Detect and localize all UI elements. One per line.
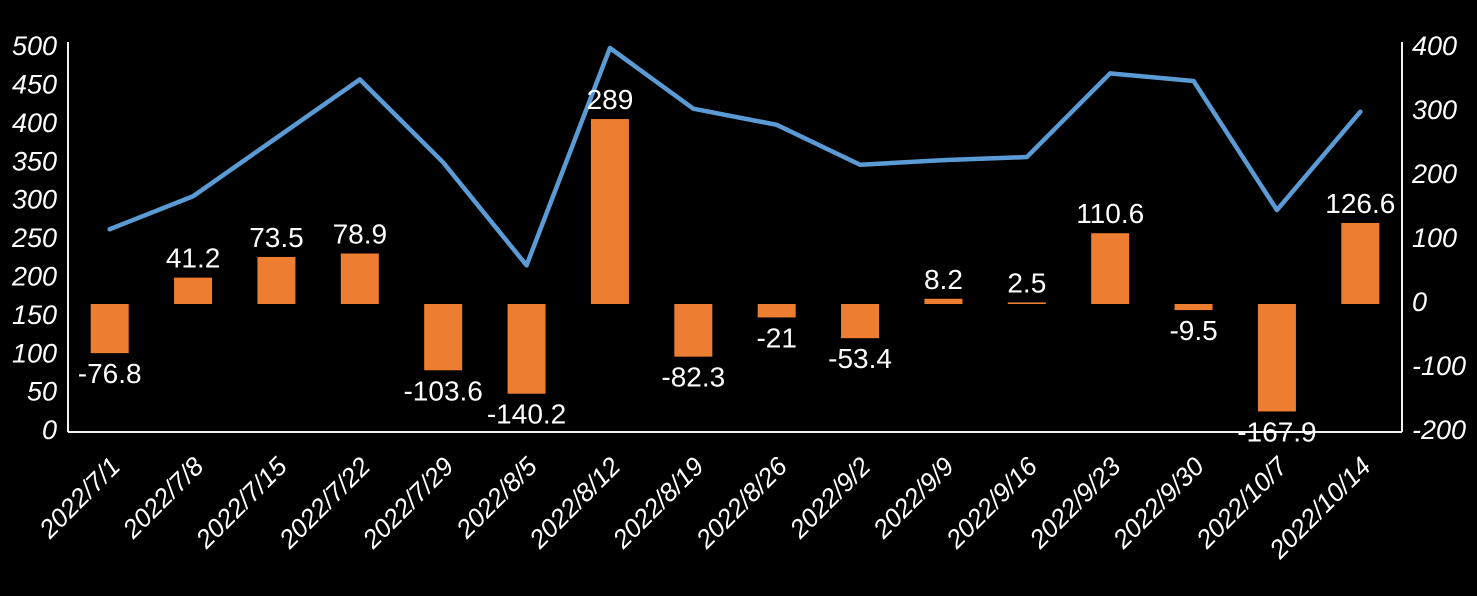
left-axis-tick-label: 100 [12,338,57,368]
line-series [107,45,1363,268]
right-axis-tick-label: 0 [1412,287,1427,317]
right-axis-tick-label: -100 [1412,351,1466,381]
right-axis-tick-label: 400 [1412,31,1457,61]
bar-value-label: -82.3 [661,362,725,393]
bar-value-label: -103.6 [403,375,482,406]
bar [1174,304,1213,311]
left-axis-tick-label: 0 [42,415,57,445]
left-axis-tick-label: 250 [11,223,57,253]
bar-value-label: 41.2 [166,243,221,274]
bar-value-label: 2.5 [1007,267,1046,298]
left-axis-tick-label: 450 [12,70,57,100]
bar-value-label: -76.8 [78,358,142,389]
bar-value-label: 73.5 [249,222,304,253]
bar [174,277,213,304]
bar-value-label: 110.6 [1076,198,1144,229]
left-axis-tick-label: 400 [12,108,57,138]
left-axis-tick-label: 500 [12,31,57,61]
bar [1091,233,1130,304]
left-axis-tick-label: 150 [12,300,57,330]
bar-value-label: 78.9 [333,219,388,250]
bar-value-label: -53.4 [828,343,892,374]
left-axis-tick-label: 50 [27,377,57,407]
left-axis-tick-label: 200 [11,262,57,292]
bar [424,304,463,371]
bar [90,304,129,354]
right-axis-tick-label: -200 [1412,415,1466,445]
left-axis-tick-label: 300 [12,185,57,215]
left-axis-tick-label: 350 [12,146,57,176]
bar-value-label: -140.2 [487,399,566,430]
bar-value-label: -167.9 [1237,416,1316,447]
bar [590,119,629,304]
bar [1341,222,1380,304]
bar-value-label: 289 [587,84,634,115]
bar-value-label: -21 [756,322,796,353]
bar-value-label: -9.5 [1169,315,1217,346]
bar [924,298,963,304]
bar [257,256,296,304]
bar [674,304,713,357]
right-axis-tick-label: 300 [1412,95,1457,125]
bar [841,304,880,339]
bar [507,304,546,394]
bar [1257,304,1296,412]
right-axis-tick-label: 200 [1411,159,1457,189]
bar-value-label: 126.6 [1325,188,1395,219]
right-axis-tick-label: 100 [1412,223,1457,253]
bar [757,304,796,318]
bar [1007,302,1046,304]
bar [340,253,379,304]
bar-value-label: 8.2 [924,264,963,295]
